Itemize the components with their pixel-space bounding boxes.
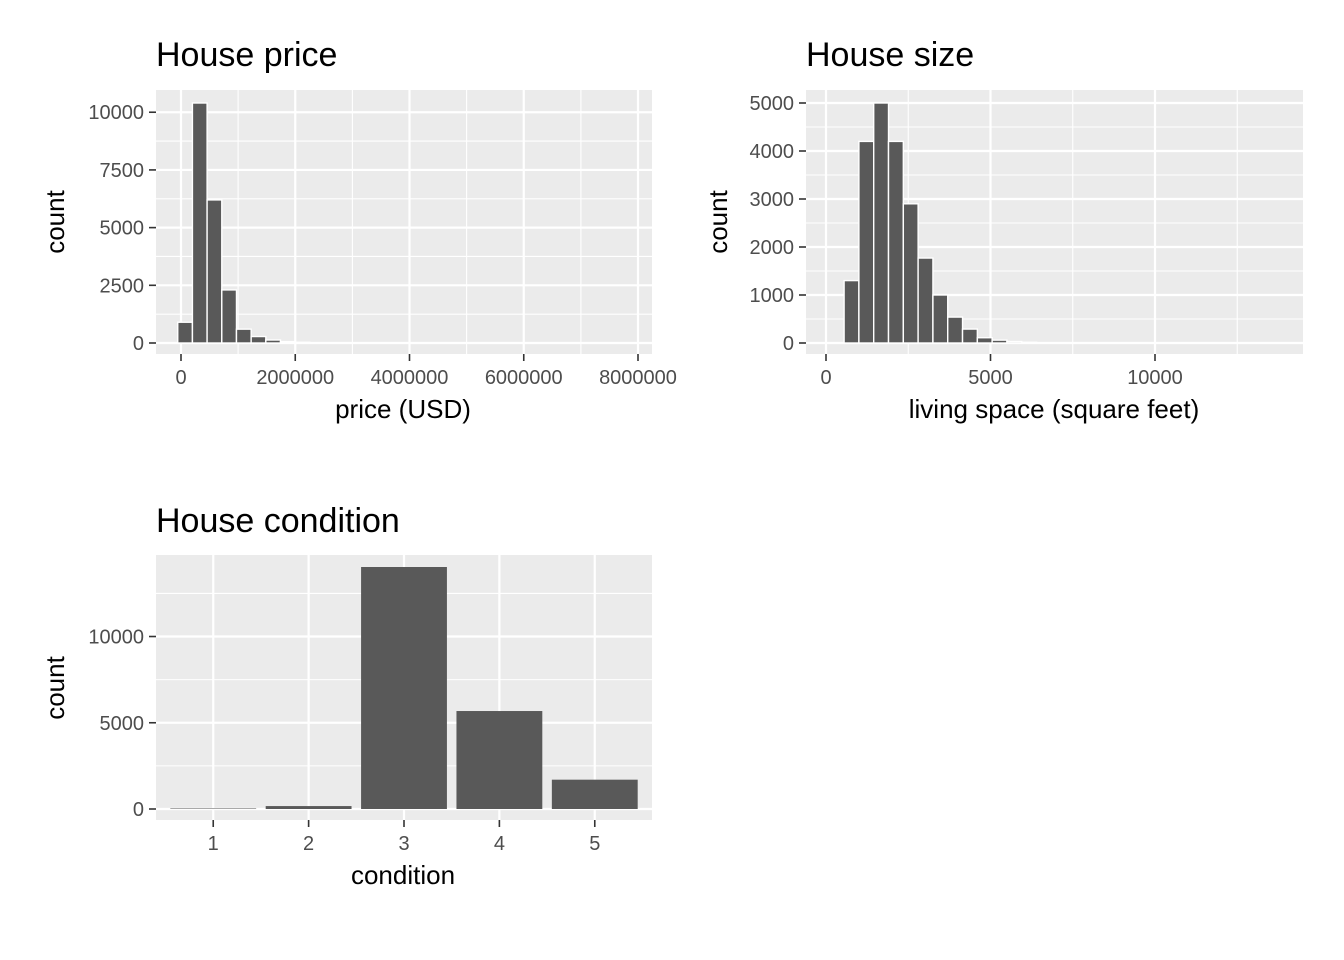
price-y-tick-label: 7500 (100, 160, 145, 182)
condition-y-tick-label: 10000 (88, 627, 144, 649)
condition-x-tick-label: 2 (303, 833, 314, 855)
size-bin (887, 140, 905, 344)
house-size-title: House size (806, 36, 974, 74)
price-y-tick-label: 2500 (100, 275, 145, 297)
house-price-y-axis-title: count (40, 189, 70, 253)
price-y-tick-label: 5000 (100, 218, 145, 240)
price-bin (235, 328, 252, 344)
price-bin (250, 335, 267, 344)
size-bin (976, 337, 993, 344)
size-y-tick-label: 0 (783, 333, 794, 355)
size-x-tick-label: 0 (820, 367, 831, 389)
size-bin (1006, 340, 1023, 344)
house-price-title: House price (156, 36, 337, 74)
condition-x-tick-label: 5 (589, 833, 600, 855)
price-bin (279, 340, 296, 344)
size-y-tick-label: 4000 (750, 141, 795, 163)
condition-y-tick-label: 0 (133, 799, 144, 821)
price-x-tick-label: 4000000 (371, 367, 449, 389)
size-bin (932, 294, 949, 344)
size-bin (947, 316, 964, 344)
size-bin (873, 102, 890, 344)
price-bin (191, 102, 208, 344)
price-bin (221, 289, 238, 344)
house-price-x-axis-title: price (USD) (335, 394, 471, 424)
condition-bar (456, 711, 543, 809)
condition-bar (170, 808, 257, 809)
house-condition-title: House condition (156, 502, 400, 540)
price-y-tick-label: 0 (133, 333, 144, 355)
condition-x-tick-label: 1 (208, 833, 219, 855)
size-bin (858, 140, 875, 344)
price-x-tick-label: 2000000 (256, 367, 334, 389)
size-y-tick-label: 1000 (750, 285, 795, 307)
condition-bar (361, 567, 447, 809)
house-size-x-axis-title: living space (square feet) (909, 394, 1199, 424)
size-bin (991, 339, 1008, 344)
size-bin (1021, 341, 1038, 344)
condition-y-tick-label: 5000 (100, 713, 145, 735)
price-x-tick-label: 8000000 (599, 367, 677, 389)
size-bin (843, 279, 860, 344)
size-bin (917, 257, 934, 344)
price-bin (177, 321, 194, 344)
house-condition-x-axis-title: condition (351, 860, 455, 890)
house-condition-y-axis-title: count (40, 655, 70, 719)
size-y-tick-label: 2000 (750, 237, 795, 259)
price-x-tick-label: 0 (175, 367, 186, 389)
size-y-tick-label: 5000 (750, 93, 795, 115)
condition-bar (551, 779, 638, 809)
price-bin (206, 199, 223, 344)
house-price-histogram: House price price (USD) count 0 2500 5000 7… (40, 36, 677, 424)
condition-bar (265, 806, 352, 809)
price-bin (294, 341, 311, 344)
price-x-tick-label: 6000000 (485, 367, 563, 389)
house-condition-bar-chart: House condition condition count 0 5000 100… (40, 502, 652, 890)
price-bin (265, 339, 282, 344)
size-y-tick-label: 3000 (750, 189, 795, 211)
condition-x-tick-label: 4 (494, 833, 505, 855)
size-bin (902, 203, 919, 344)
condition-x-tick-label: 3 (398, 833, 409, 855)
price-y-tick-label: 10000 (88, 102, 144, 124)
size-x-tick-label: 10000 (1127, 367, 1183, 389)
size-x-tick-label: 5000 (968, 367, 1013, 389)
house-size-y-axis-title: count (703, 189, 733, 253)
house-size-histogram: House size living space (square feet) co… (703, 36, 1303, 424)
size-bin (961, 328, 979, 344)
